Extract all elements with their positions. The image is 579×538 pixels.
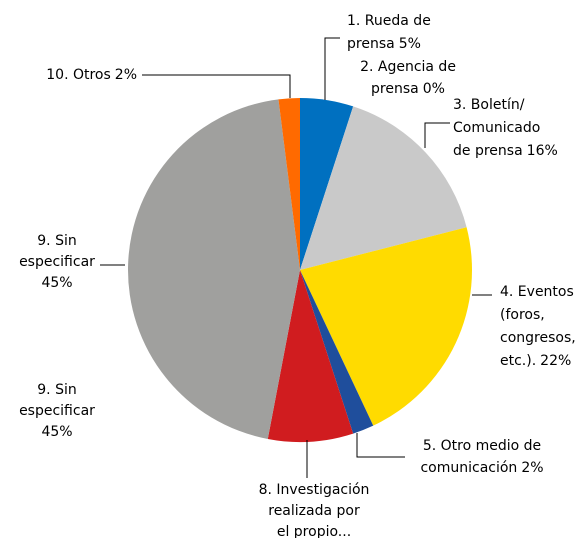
- label-line: comunicación: [420, 460, 517, 476]
- label-line: 2. Agencia de: [360, 59, 456, 75]
- label-line: (foros,: [500, 307, 545, 323]
- label-line: de prensa: [453, 143, 523, 159]
- pie-slice: [300, 270, 374, 434]
- value-label: 5%: [399, 36, 421, 52]
- value-label: 0%: [423, 81, 445, 97]
- label-line: 9. Sin: [37, 233, 76, 249]
- label-line: prensa: [371, 81, 419, 97]
- slice-label: 2. Agencia de prensa 0%: [360, 59, 456, 97]
- slice-label: 5. Otro medio de comunicación 2%: [420, 438, 543, 476]
- label-line: especificar: [19, 403, 95, 419]
- label-line: congresos,: [500, 330, 576, 346]
- slice-label: 9. Sin especificar 45%: [19, 382, 95, 440]
- label-line: 9. Sin: [37, 382, 76, 398]
- label-line: 8. Investigación: [259, 482, 370, 498]
- slice-label: 10. Otros 2%: [46, 67, 137, 83]
- slice-label: 4. Eventos (foros, congresos, etc.). 22%: [500, 284, 576, 369]
- value-label: 22%: [540, 353, 571, 369]
- pie-slice: [278, 98, 300, 270]
- leader-line: [356, 433, 405, 458]
- pie-slice: [300, 106, 467, 271]
- label-line: 1. Rueda de: [347, 13, 431, 29]
- pie-slice: [300, 98, 354, 270]
- label-line: Comunicado: [453, 120, 540, 136]
- label-line: 4. Eventos: [500, 284, 574, 300]
- leader-line: [324, 37, 340, 100]
- value-label: 45%: [41, 275, 72, 291]
- pie-slice: [267, 270, 354, 442]
- pie-slice: [300, 227, 472, 426]
- label-line: 10. Otros: [46, 67, 111, 83]
- label-line: 5. Otro medio de: [423, 438, 541, 454]
- label-line: etc.).: [500, 353, 536, 369]
- label-line: prensa: [347, 36, 395, 52]
- label-line: el propio...: [277, 524, 351, 538]
- leader-line: [142, 74, 291, 98]
- value-label: 2%: [521, 460, 543, 476]
- value-label: 16%: [527, 143, 558, 159]
- label-line: realizada por: [268, 503, 360, 519]
- label-line: especificar: [19, 254, 95, 270]
- slice-label: 9. Sin especificar 45%: [19, 233, 95, 291]
- label-line: 3. Boletín/: [453, 97, 525, 113]
- pie-slice: [128, 99, 300, 439]
- leader-line: [424, 122, 450, 148]
- slice-label: 1. Rueda de prensa 5%: [347, 13, 431, 52]
- value-label: 45%: [41, 424, 72, 440]
- value-label: 2%: [115, 67, 137, 83]
- slice-label: 3. Boletín/Comunicado de prensa 16%: [453, 97, 558, 159]
- slice-label: 8. Investigación realizada por el propio..…: [259, 482, 370, 538]
